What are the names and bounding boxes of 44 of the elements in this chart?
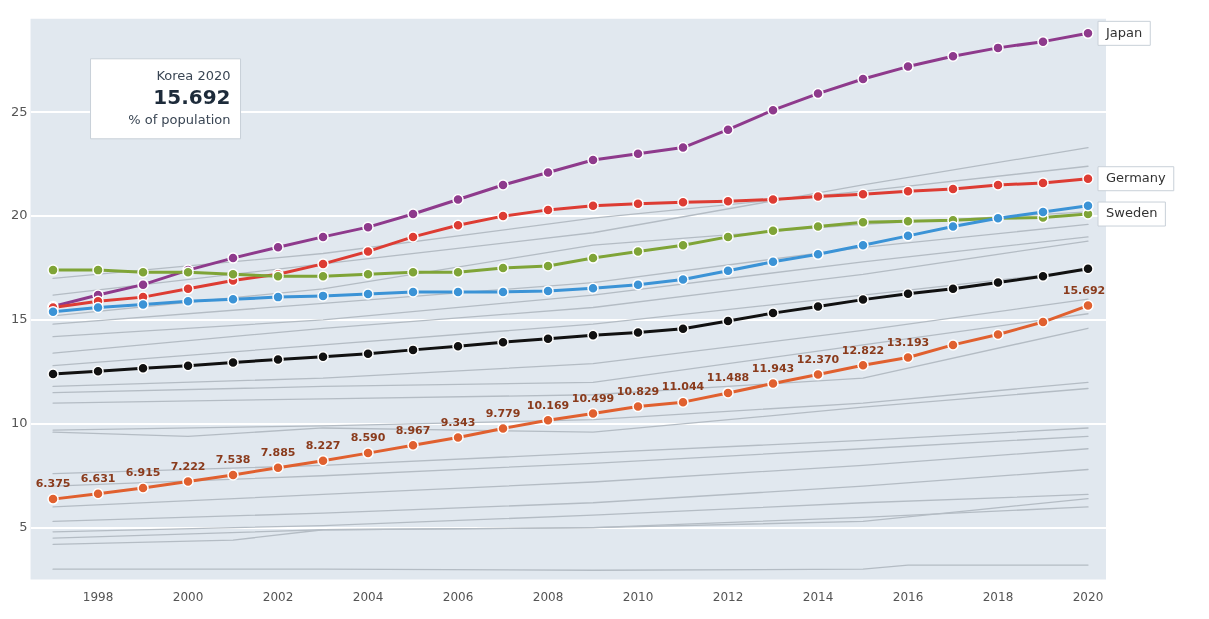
x-tick-label: 2004 (352, 589, 384, 604)
data-label: 11.488 (706, 371, 750, 385)
x-tick-label: 2002 (262, 589, 294, 604)
x-tick-label: 2016 (892, 589, 924, 604)
data-label: 8.590 (350, 431, 386, 445)
data-label: 12.370 (796, 352, 840, 366)
annotation: 15.692 (153, 85, 231, 109)
x-tick-label: 2012 (712, 589, 744, 604)
annotation: % of population (128, 112, 231, 128)
data-label: 10.169 (526, 398, 570, 412)
data-label: 6.915 (125, 466, 161, 480)
data-label: 15.692 (1062, 283, 1106, 297)
data-label: 8.227 (305, 439, 341, 453)
data-label: 10.829 (616, 384, 660, 398)
data-label: 13.193 (886, 335, 930, 349)
x-tick-label: 2010 (622, 589, 654, 604)
data-label: 11.044 (661, 380, 705, 394)
x-tick-label: 2014 (802, 589, 834, 604)
data-label: 7.222 (170, 459, 206, 473)
x-tick-label: 2006 (442, 589, 474, 604)
y-tick-label: 25 (11, 103, 28, 119)
data-label: 9.343 (440, 415, 476, 429)
x-tick-label: 2000 (172, 589, 204, 604)
series-label: Japan (1105, 24, 1143, 40)
data-label: 10.499 (571, 391, 615, 405)
data-label: 7.885 (260, 446, 296, 460)
x-tick-label: 1998 (82, 589, 114, 604)
y-tick-label: 15 (11, 311, 28, 327)
data-label: 12.822 (841, 343, 885, 357)
y-tick-label: 10 (11, 415, 28, 431)
data-label: 8.967 (395, 423, 431, 437)
series-label: Sweden (1106, 205, 1158, 221)
data-label: 6.375 (35, 477, 71, 491)
x-tick-label: 2018 (982, 589, 1014, 604)
data-label: 9.779 (485, 406, 521, 420)
series-label: Germany (1106, 170, 1167, 186)
y-tick-label: 5 (19, 519, 28, 535)
x-tick-label: 2008 (532, 589, 564, 604)
y-tick-label: 20 (11, 207, 28, 223)
data-label: 6.631 (80, 472, 116, 486)
data-label: 11.943 (751, 361, 795, 375)
x-tick-label: 2020 (1072, 589, 1104, 604)
annotation: Korea 2020 (156, 68, 231, 84)
data-label: 7.538 (215, 453, 251, 467)
